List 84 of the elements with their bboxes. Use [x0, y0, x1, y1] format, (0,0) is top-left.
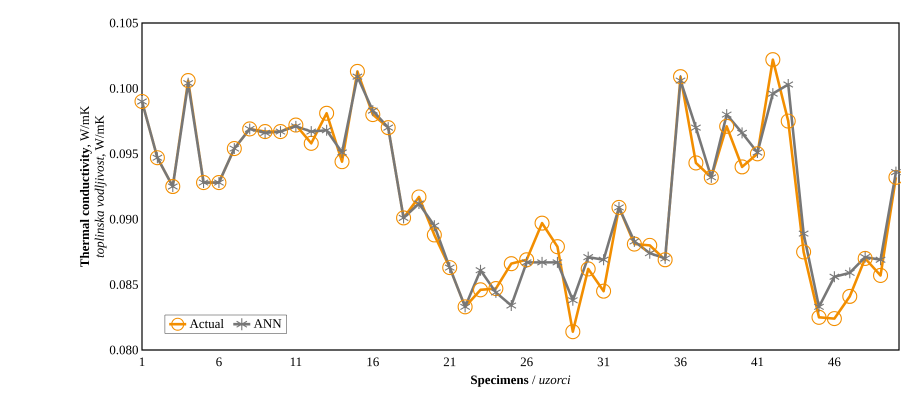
x-tick-label: 21: [444, 358, 456, 366]
text: Thermal conductivity, W/mK: [80, 106, 92, 268]
point: [642, 238, 658, 253]
point: [180, 73, 196, 88]
y-tick-label: 0.090: [110, 214, 138, 224]
point: [626, 236, 642, 252]
point: [488, 281, 504, 296]
point: [550, 239, 565, 254]
point: [736, 126, 748, 139]
point: [582, 251, 594, 264]
point: [734, 159, 750, 174]
point: [660, 252, 670, 264]
point: [814, 300, 824, 313]
point: [580, 261, 596, 276]
x-tick-label: 26: [520, 358, 533, 366]
x-tick-label: 6: [216, 358, 222, 366]
point: [826, 311, 842, 326]
point: [521, 256, 532, 268]
x-tick-label: 46: [828, 358, 840, 366]
point: [673, 69, 688, 84]
point: [768, 88, 778, 100]
point: [490, 286, 502, 298]
point: [811, 310, 827, 325]
point: [565, 324, 580, 340]
point: [506, 299, 517, 312]
point: [334, 154, 350, 170]
x-axis-title: Specimens / uzorci: [471, 375, 570, 387]
point: [844, 266, 856, 279]
point: [290, 120, 302, 132]
point: [552, 256, 563, 268]
point: [568, 294, 578, 306]
y-tick-label: 0.100: [110, 84, 138, 93]
y-tick-label: 0.080: [110, 346, 138, 354]
point: [719, 118, 734, 134]
point: [629, 235, 640, 248]
point: [536, 256, 548, 268]
x-tick-label: 1: [140, 358, 144, 366]
point: [350, 64, 365, 79]
x-tick-label: 16: [367, 358, 379, 366]
point: [411, 189, 426, 204]
point: [534, 216, 550, 231]
y-tick-label: 0.095: [110, 149, 138, 158]
y-tick-label: 0.085: [110, 280, 138, 290]
point: [658, 252, 673, 268]
point: [690, 122, 702, 134]
point: [829, 270, 840, 283]
point: [796, 244, 812, 260]
point: [519, 252, 534, 268]
point: [598, 254, 609, 266]
point: [644, 247, 656, 260]
point: [319, 106, 334, 121]
point: [321, 124, 332, 136]
point: [365, 107, 380, 122]
point: [780, 114, 796, 129]
point: [368, 104, 378, 117]
x-tick-label: 31: [598, 358, 610, 366]
legend-label: ANN: [254, 319, 282, 328]
point: [182, 77, 194, 90]
point: [596, 284, 612, 299]
point: [765, 52, 780, 68]
point: [414, 197, 424, 210]
point: [288, 117, 304, 133]
legend-label: Actual: [190, 318, 224, 328]
point: [306, 126, 317, 138]
x-tick-label: 11: [290, 358, 302, 366]
point: [472, 282, 488, 298]
point: [688, 155, 704, 170]
x-tick-label: 36: [674, 358, 687, 366]
point: [873, 268, 888, 283]
point: [475, 264, 486, 276]
point: [875, 254, 886, 266]
y-tick-label: 0.105: [110, 18, 138, 28]
point: [426, 227, 442, 242]
point: [842, 288, 858, 304]
point: [721, 108, 732, 121]
point: [304, 136, 319, 151]
x-tick-label: 41: [751, 358, 764, 366]
point: [429, 220, 440, 232]
point: [352, 70, 363, 83]
point: [798, 228, 809, 240]
point: [890, 166, 901, 178]
text: toplinska vodljivost, W/mK: [94, 115, 106, 258]
point: [504, 256, 519, 272]
point: [336, 146, 348, 159]
